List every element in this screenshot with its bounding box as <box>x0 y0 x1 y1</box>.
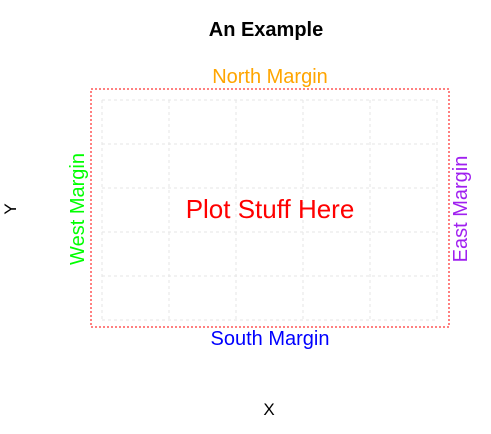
south-margin-label: South Margin <box>211 328 330 350</box>
east-margin-label: East Margin <box>450 156 472 263</box>
chart-title: An Example <box>209 19 323 41</box>
y-axis-label: Y <box>1 203 20 214</box>
west-margin-label: West Margin <box>67 153 89 265</box>
north-margin-label: North Margin <box>212 66 328 88</box>
x-axis-label: X <box>263 400 274 419</box>
plot-panel-border <box>90 88 450 328</box>
center-annotation: Plot Stuff Here <box>186 194 355 224</box>
grid-lines <box>101 99 438 321</box>
